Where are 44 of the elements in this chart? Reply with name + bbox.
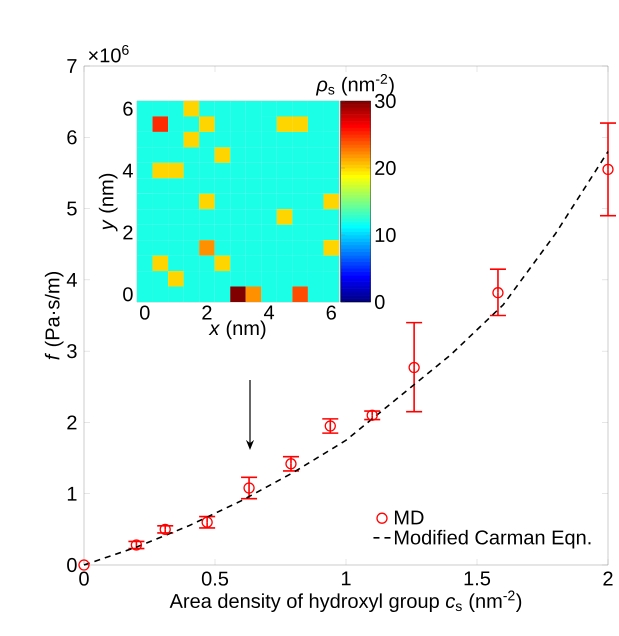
y-tick-label: 4: [122, 164, 133, 178]
x-axis-title: Area density of hydroxyl group c$_{s}$ (nm$^{-2}$): [169, 590, 522, 612]
y-tick-label: 4: [66, 272, 77, 287]
x-tick-label: 4: [264, 306, 274, 320]
y-axis-title: f (Pa·s/m): [44, 272, 64, 360]
color-bar-label: 10: [376, 228, 396, 242]
legend-label: Modified Carman Eqn.: [394, 530, 590, 548]
point: [324, 420, 336, 432]
x-tick-label: 1.5: [464, 572, 490, 586]
point: [78, 559, 90, 571]
x-tick-label: 2: [603, 572, 612, 586]
point: [243, 482, 255, 494]
x-tick-label: 0: [79, 572, 89, 586]
y-tick-label: 2: [67, 415, 76, 430]
x-tick-label: 0: [140, 306, 150, 320]
line-series: [83, 150, 609, 566]
x-tick-label: 2: [202, 306, 212, 320]
x-axis-title: x (nm): [208, 320, 266, 340]
y-tick-label: 0: [122, 287, 133, 302]
point: [159, 524, 171, 535]
color-bar-label: 30: [374, 94, 396, 108]
y-tick-label: 0: [66, 558, 77, 572]
text: ×10$^{6}$: [88, 44, 128, 62]
y-tick-label: 6: [123, 102, 132, 116]
point: [285, 458, 296, 470]
color-bar-label: 0: [374, 294, 384, 310]
x-tick-label: 0.5: [202, 572, 228, 586]
point: [602, 164, 614, 176]
point: [366, 410, 378, 421]
x-tick-label: 6: [326, 306, 336, 320]
color-bar-label: 20: [375, 160, 396, 176]
y-tick-label: 3: [66, 344, 76, 358]
y-axis-title: y (nm): [98, 174, 118, 232]
point: [130, 539, 142, 551]
point: [492, 287, 504, 298]
x-tick-label: 1: [342, 572, 350, 586]
y-tick-label: 1: [68, 486, 76, 501]
y-tick-label: 6: [67, 130, 76, 144]
y-tick-label: 5: [66, 202, 76, 216]
point: [408, 362, 420, 374]
legend-label: MD: [394, 510, 424, 524]
point: [201, 516, 213, 528]
y-tick-label: 7: [67, 59, 76, 73]
y-tick-label: 2: [123, 225, 132, 240]
